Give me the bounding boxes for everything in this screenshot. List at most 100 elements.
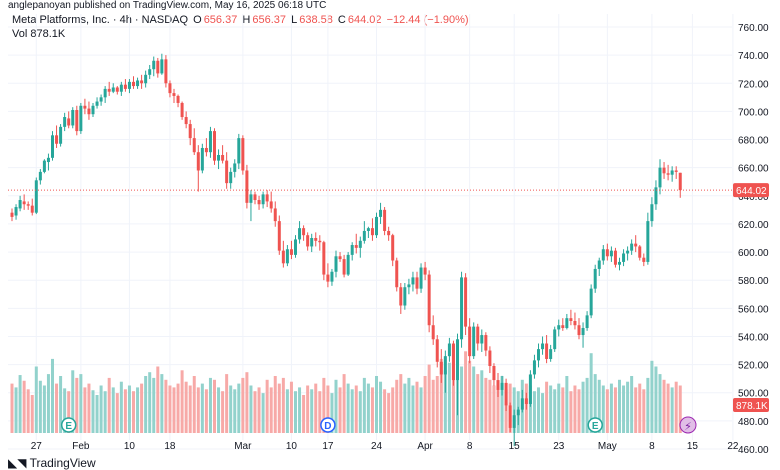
candle (650, 197, 654, 227)
candle-body (630, 243, 634, 251)
candle-body (508, 405, 512, 428)
volume-bar (237, 383, 241, 433)
x-tick-label: May (598, 441, 617, 452)
candle (439, 349, 443, 383)
volume-bar (419, 387, 423, 433)
candle (265, 190, 269, 208)
volume-bar (241, 377, 245, 433)
candle-series (10, 53, 682, 447)
candle-body (71, 109, 75, 126)
candle (225, 152, 229, 189)
candle (306, 232, 310, 251)
candle-body (42, 160, 46, 172)
close-value: 644.02 (347, 14, 382, 26)
candle (156, 57, 160, 78)
candle (638, 245, 642, 261)
candle (233, 159, 237, 178)
candle-body (541, 343, 545, 350)
candle (168, 80, 172, 98)
x-tick-label: Apr (417, 441, 433, 452)
candle (557, 319, 561, 337)
volume-bar (95, 395, 99, 433)
candle (480, 329, 484, 352)
volume-bar (605, 389, 609, 433)
volume-bar (577, 389, 581, 433)
tradingview-logo[interactable]: ◣◥ TradingView (8, 456, 96, 470)
candle (241, 135, 245, 175)
candle (537, 343, 540, 368)
volume-bar (642, 389, 646, 433)
candle (375, 212, 378, 238)
volume-bar (488, 379, 492, 433)
volume-bar (67, 391, 71, 433)
candle-body (285, 249, 289, 264)
y-tick-label: 680.00 (738, 136, 769, 147)
volume-bar (553, 389, 557, 433)
candle (597, 257, 601, 276)
low-label: L (291, 14, 298, 26)
candle (310, 233, 314, 253)
candle (350, 242, 354, 261)
volume-bar (346, 383, 350, 433)
candle (176, 94, 180, 108)
candle (318, 235, 322, 251)
candle (545, 335, 549, 364)
volume-bar (654, 366, 658, 433)
candle (630, 239, 634, 255)
candle (464, 273, 468, 336)
candle (358, 236, 362, 258)
candle (622, 249, 626, 267)
candle (22, 194, 26, 210)
volume-bar (273, 376, 277, 433)
candle (524, 392, 528, 410)
volume-bar (375, 376, 378, 433)
x-tick-label: 24 (371, 441, 383, 452)
candle (213, 128, 216, 165)
candle (593, 264, 597, 293)
volume-bar (391, 387, 395, 433)
y-tick-label: 700.00 (738, 107, 769, 118)
volume-bar (387, 393, 391, 433)
volume-bar (362, 377, 366, 433)
candle (338, 252, 342, 262)
volume-bar (245, 372, 249, 433)
candle-body (237, 138, 241, 164)
volume-value: 878.1K (30, 28, 66, 40)
volume-bar (674, 381, 678, 433)
candle-body (561, 325, 565, 329)
event-marker-ring (60, 417, 77, 433)
candle-body (144, 74, 148, 84)
candle (42, 159, 46, 174)
candle-body (581, 328, 585, 336)
volume-bar (541, 393, 545, 433)
candle (666, 164, 670, 181)
candle (654, 180, 658, 210)
volume-bar (383, 389, 387, 433)
candle (646, 212, 650, 265)
volume-bar (626, 381, 630, 433)
candle (569, 309, 573, 326)
candle (99, 94, 103, 106)
volume-bar (140, 383, 144, 433)
volume-bar (285, 389, 289, 433)
candle (658, 159, 662, 195)
candle-body (245, 170, 249, 203)
volume-bar (634, 387, 638, 433)
candle-body (516, 409, 520, 416)
volume-bar (14, 387, 18, 433)
candle (253, 191, 257, 205)
volume-bar (306, 385, 310, 433)
candle-body (273, 208, 277, 222)
candle-body (662, 167, 666, 174)
candle-body (46, 157, 50, 163)
volume-bar (229, 385, 233, 433)
x-tick-label: 10 (286, 441, 298, 452)
price-badge-text: 644.02 (736, 186, 767, 197)
x-tick-label: 18 (164, 441, 176, 452)
high-value: 656.37 (252, 14, 287, 26)
x-tick-label: Feb (72, 441, 90, 452)
candle-body (407, 284, 411, 288)
candle-body (674, 170, 678, 172)
candle-body (500, 382, 504, 390)
